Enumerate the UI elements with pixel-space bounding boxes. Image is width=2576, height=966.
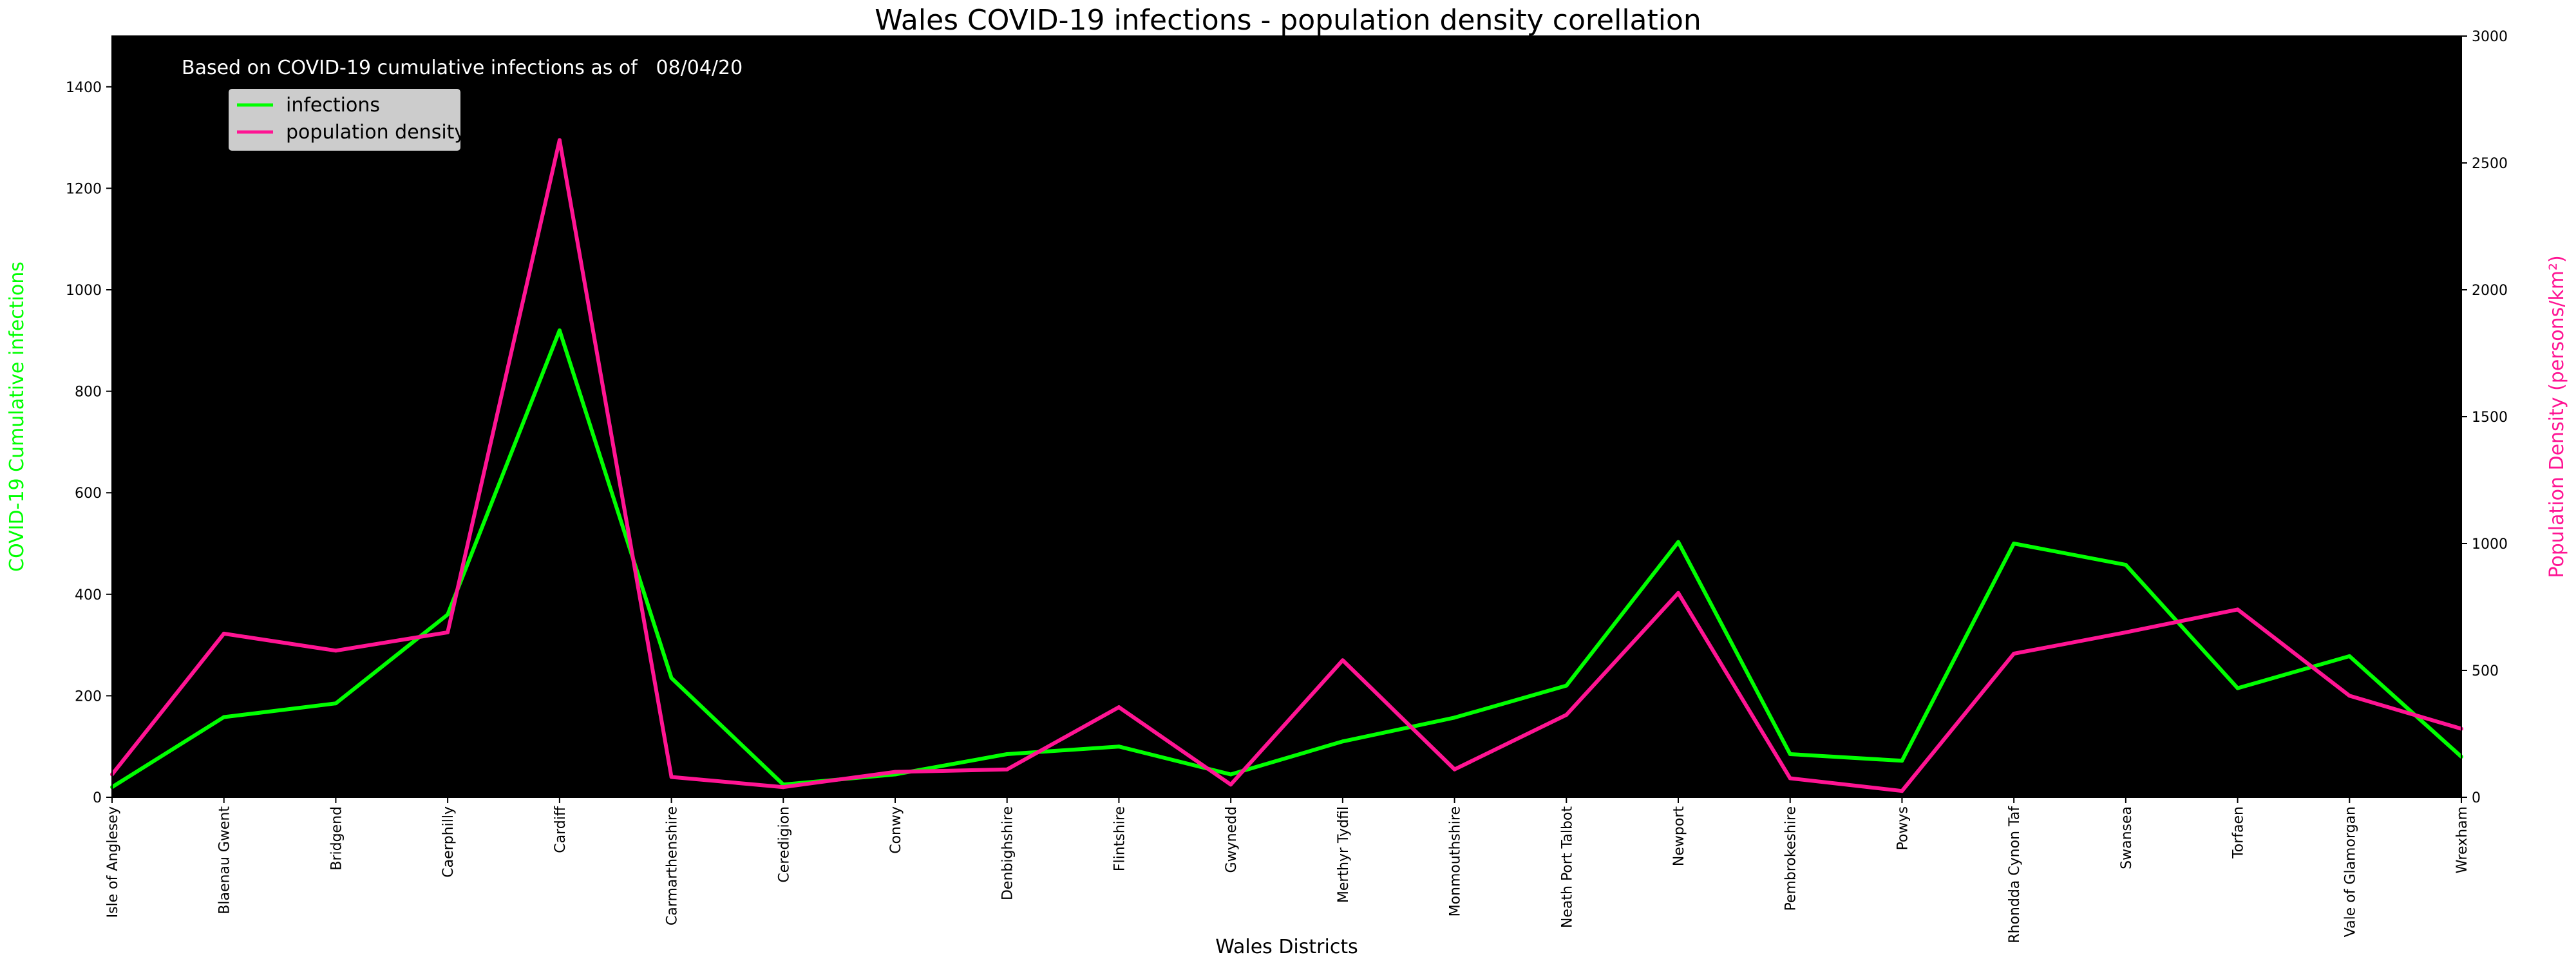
- x-tick-label-flintshire: Flintshire: [1112, 806, 1128, 871]
- legend: infections population density: [229, 89, 466, 151]
- x-tick-label-blaenau-gwent: Blaenau Gwent: [217, 806, 233, 914]
- data-point-population-density-gwynedd: [1229, 782, 1233, 787]
- data-point-population-density-bridgend: [334, 649, 338, 653]
- data-point-population-density-neath-port-talbot: [1564, 713, 1569, 717]
- data-point-population-density-blaenau-gwent: [222, 631, 226, 636]
- y-left-tick-label-1000: 1000: [66, 283, 102, 299]
- data-point-infections-cardiff: [557, 328, 562, 332]
- data-point-infections-carmarthenshire: [669, 676, 674, 680]
- data-point-infections-blaenau-gwent: [222, 715, 226, 719]
- y-right-tick-label-0: 0: [2472, 790, 2481, 806]
- series-line-population-density: [110, 138, 2462, 793]
- y-left-tick-label-200: 200: [75, 688, 102, 705]
- data-point-population-density-powys: [1900, 789, 1904, 793]
- y-left-tick-label-600: 600: [75, 486, 102, 502]
- legend-box: [229, 89, 460, 151]
- x-tick-label-merthyr-tydfil: Merthyr Tydfil: [1336, 806, 1352, 903]
- x-tick-label-powys: Powys: [1895, 806, 1911, 850]
- data-point-population-density-rhondda-cynon-taf: [2012, 652, 2016, 656]
- data-point-infections-caerphilly: [446, 612, 450, 617]
- data-point-infections-newport: [1676, 540, 1680, 544]
- data-point-infections-merthyr-tydfil: [1340, 739, 1345, 744]
- data-point-infections-torfaen: [2235, 686, 2240, 690]
- x-tick-label-cardiff: Cardiff: [553, 806, 569, 853]
- x-tick-label-denbighshire: Denbighshire: [1000, 806, 1016, 900]
- data-point-infections-swansea: [2123, 563, 2128, 567]
- x-tick-label-monmouthshire: Monmouthshire: [1448, 806, 1464, 916]
- y-left-tick-label-1200: 1200: [66, 181, 102, 197]
- x-tick-label-swansea: Swansea: [2119, 806, 2135, 869]
- legend-label-infections: infections: [286, 94, 380, 117]
- x-tick-label-wrexham: Wrexham: [2454, 806, 2470, 873]
- y-left-tick-label-1400: 1400: [66, 80, 102, 96]
- y-axis-left-title: COVID-19 Cumulative infections: [6, 261, 28, 572]
- x-tick-label-newport: Newport: [1671, 806, 1687, 866]
- y-left-tick-label-800: 800: [75, 384, 102, 401]
- data-point-population-density-ceredigion: [781, 785, 786, 790]
- y-axis-right-title: Population Density (persons/km²): [2546, 255, 2568, 578]
- data-point-population-density-cardiff: [557, 138, 562, 142]
- data-point-infections-vale-of-glamorgan: [2347, 654, 2352, 658]
- data-point-population-density-caerphilly: [446, 630, 450, 634]
- data-point-infections-rhondda-cynon-taf: [2012, 542, 2016, 545]
- x-tick-label-neath-port-talbot: Neath Port Talbot: [1559, 806, 1575, 928]
- x-axis-title: Wales Districts: [1215, 936, 1358, 958]
- x-tick-label-vale-of-glamorgan: Vale of Glamorgan: [2342, 806, 2358, 937]
- data-point-population-density-vale-of-glamorgan: [2347, 694, 2352, 698]
- chart-annotation: Based on COVID-19 cumulative infections …: [182, 57, 743, 79]
- x-tick-label-torfaen: Torfaen: [2231, 806, 2247, 859]
- y-right-tick-label-3000: 3000: [2472, 29, 2508, 45]
- chart-title: Wales COVID-19 infections - population d…: [875, 4, 1701, 37]
- data-point-population-density-denbighshire: [1005, 767, 1009, 772]
- data-point-population-density-monmouthshire: [1452, 767, 1457, 772]
- y-right-tick-label-500: 500: [2472, 663, 2499, 679]
- data-point-infections-neath-port-talbot: [1564, 683, 1569, 688]
- data-point-infections-flintshire: [1117, 744, 1121, 749]
- data-point-infections-pembrokeshire: [1788, 752, 1792, 756]
- y-right-tick-label-2000: 2000: [2472, 283, 2508, 299]
- data-point-population-density-flintshire: [1117, 705, 1121, 710]
- x-tick-label-conwy: Conwy: [888, 806, 904, 854]
- data-point-infections-bridgend: [334, 701, 338, 706]
- series-line-infections: [111, 328, 2463, 789]
- data-point-population-density-torfaen: [2235, 607, 2240, 612]
- legend-label-population-density: population density: [286, 121, 466, 144]
- axis-layer: 0 200 400 600 800 1000 1200 1400 0 500 1000 1500 200…: [66, 29, 2508, 943]
- x-tick-label-caerphilly: Caerphilly: [440, 806, 457, 878]
- plot-background: [112, 36, 2461, 797]
- data-point-population-density-pembrokeshire: [1788, 776, 1792, 781]
- series-layer: [110, 138, 2463, 793]
- data-point-population-density-carmarthenshire: [669, 775, 674, 779]
- x-tick-label-bridgend: Bridgend: [328, 806, 345, 871]
- x-tick-label-rhondda-cynon-taf: Rhondda Cynon Taf: [2007, 806, 2023, 943]
- data-point-population-density-merthyr-tydfil: [1340, 658, 1345, 663]
- data-point-population-density-newport: [1676, 591, 1680, 595]
- x-tick-label-carmarthenshire: Carmarthenshire: [665, 806, 681, 925]
- data-point-infections-monmouthshire: [1452, 715, 1457, 720]
- data-point-population-density-swansea: [2123, 630, 2128, 634]
- y-right-tick-label-1000: 1000: [2472, 536, 2508, 553]
- data-point-infections-powys: [1900, 759, 1904, 763]
- y-left-tick-label-0: 0: [93, 790, 102, 806]
- x-tick-label-pembrokeshire: Pembrokeshire: [1783, 806, 1799, 911]
- x-tick-label-isle-of-anglesey: Isle of Anglesey: [105, 806, 121, 918]
- data-point-infections-gwynedd: [1229, 772, 1233, 777]
- data-point-population-density-conwy: [893, 770, 897, 774]
- y-right-tick-label-1500: 1500: [2472, 410, 2508, 426]
- x-tick-label-ceredigion: Ceredigion: [776, 806, 792, 883]
- y-left-tick-label-400: 400: [75, 587, 102, 603]
- data-point-infections-denbighshire: [1005, 752, 1009, 756]
- y-right-tick-label-2500: 2500: [2472, 156, 2508, 172]
- x-tick-label-gwynedd: Gwynedd: [1224, 806, 1240, 873]
